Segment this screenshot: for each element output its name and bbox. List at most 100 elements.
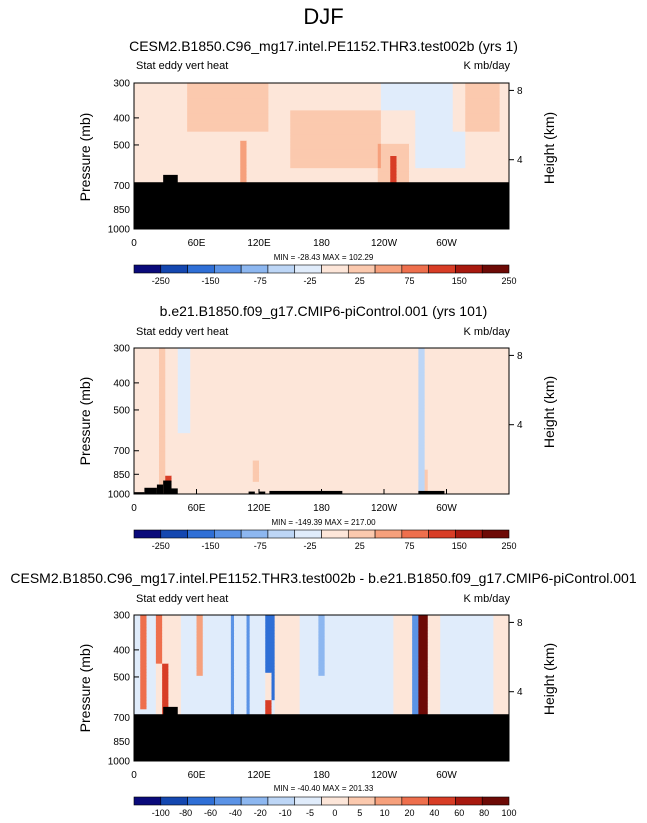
heatmap-cell	[318, 657, 326, 662]
heatmap-cell	[177, 405, 191, 410]
heatmap-cell	[418, 384, 426, 388]
heatmap-cell	[271, 709, 276, 713]
heatmap-cell	[234, 657, 247, 662]
heatmap-cell	[393, 618, 413, 622]
heatmap-cell	[162, 672, 169, 677]
heatmap-cell	[246, 162, 291, 166]
heatmap-cell	[415, 152, 466, 157]
heatmap-cell	[249, 709, 266, 713]
heatmap-cell	[424, 393, 510, 398]
y-tick-label: 400	[113, 378, 130, 389]
heatmap-cell	[424, 484, 429, 489]
heatmap-cell	[265, 660, 276, 665]
heatmap-cell	[465, 95, 501, 99]
terrain-block	[156, 484, 164, 494]
heatmap-cell	[418, 375, 426, 379]
heatmap-cell	[134, 691, 141, 695]
heatmap-cell	[196, 621, 204, 625]
heatmap-cell	[493, 654, 510, 658]
heatmap-cell	[380, 146, 410, 151]
heatmap-cell	[427, 642, 441, 646]
heatmap-cell	[427, 672, 441, 677]
heatmap-cell	[393, 675, 413, 680]
heatmap-cell	[418, 639, 429, 643]
colorbar-box	[240, 264, 269, 274]
heatmap-cell	[265, 618, 276, 622]
heatmap-cell	[499, 107, 510, 111]
heatmap-cell	[134, 390, 160, 395]
heatmap-cell	[440, 697, 494, 701]
heatmap-cell	[187, 113, 269, 117]
heatmap-cell	[230, 681, 235, 686]
colorbar-box	[455, 264, 483, 274]
heatmap-cell	[493, 669, 510, 674]
heatmap-cell	[393, 703, 413, 707]
heatmap-cell	[452, 122, 466, 126]
y-axis-title-right: Height (km)	[541, 112, 557, 184]
heatmap-cell	[134, 663, 141, 668]
heatmap-cell	[274, 666, 301, 671]
heatmap-cell	[452, 104, 466, 108]
colorbar-box	[347, 264, 376, 274]
heatmap-cell	[180, 654, 197, 658]
heatmap-cell	[177, 360, 191, 364]
heatmap-cell	[159, 369, 166, 373]
heatmap-cell	[452, 128, 466, 133]
heatmap-cell	[299, 639, 319, 643]
heatmap-cell	[465, 101, 501, 105]
colorbar-box	[481, 264, 510, 274]
heatmap-cell	[155, 700, 163, 704]
heatmap-cell	[249, 684, 266, 689]
heatmap-cell	[324, 666, 394, 671]
heatmap-cell	[196, 624, 204, 628]
heatmap-cell	[418, 657, 429, 662]
plot-axes: 300 400 500 700 850 1000 8 4 0 60E 120E 180 120W 60W	[108, 611, 523, 782]
heatmap-cell	[418, 651, 429, 655]
heatmap-cell	[177, 430, 191, 434]
colorbar-box	[214, 529, 242, 539]
heatmap-cell	[465, 86, 501, 90]
heatmap-cell	[324, 615, 394, 619]
heatmap-cell	[159, 354, 166, 358]
heatmap-cell	[427, 475, 510, 480]
heatmap-cell	[299, 651, 319, 655]
heatmap-cell	[177, 351, 191, 355]
colorbar-box	[455, 796, 483, 806]
heatmap-cell	[246, 140, 291, 145]
heatmap-cell	[412, 678, 419, 683]
heatmap-cell	[424, 487, 429, 492]
heatmap-cell	[180, 700, 232, 704]
heatmap-cell	[146, 621, 157, 625]
heatmap-cell	[259, 460, 419, 464]
heatmap-cell	[324, 672, 394, 677]
heatmap-cell	[146, 648, 157, 652]
heatmap-cell	[427, 703, 441, 707]
heatmap-cell	[412, 633, 419, 637]
heatmap-cell	[440, 678, 494, 683]
heatmap-cell	[440, 669, 494, 674]
heatmap-cell	[162, 666, 169, 671]
heatmap-cell	[140, 691, 147, 695]
heatmap-cell	[155, 651, 163, 655]
heatmap-cell	[159, 469, 166, 474]
y-tick-label-right: 8	[517, 86, 523, 97]
heatmap-cell	[440, 615, 494, 619]
heatmap-cell	[299, 684, 394, 689]
heatmap-cell	[299, 700, 394, 704]
heatmap-cell	[180, 675, 232, 680]
heatmap-cell	[134, 113, 188, 117]
heatmap-cell	[134, 484, 160, 489]
heatmap-cell	[424, 357, 510, 361]
heatmap-cell	[196, 633, 204, 637]
heatmap-cell	[274, 636, 301, 640]
heatmap-cell	[140, 700, 147, 704]
heatmap-cell	[268, 107, 382, 111]
heatmap-cell	[418, 463, 426, 468]
heatmap-cell	[424, 436, 510, 440]
heatmap-cell	[190, 414, 419, 419]
heatmap-cell	[274, 688, 301, 692]
heatmap-cell	[418, 363, 426, 367]
heatmap-cell	[134, 107, 188, 111]
heatmap-cell	[290, 152, 379, 157]
heatmap-cell	[418, 636, 429, 640]
